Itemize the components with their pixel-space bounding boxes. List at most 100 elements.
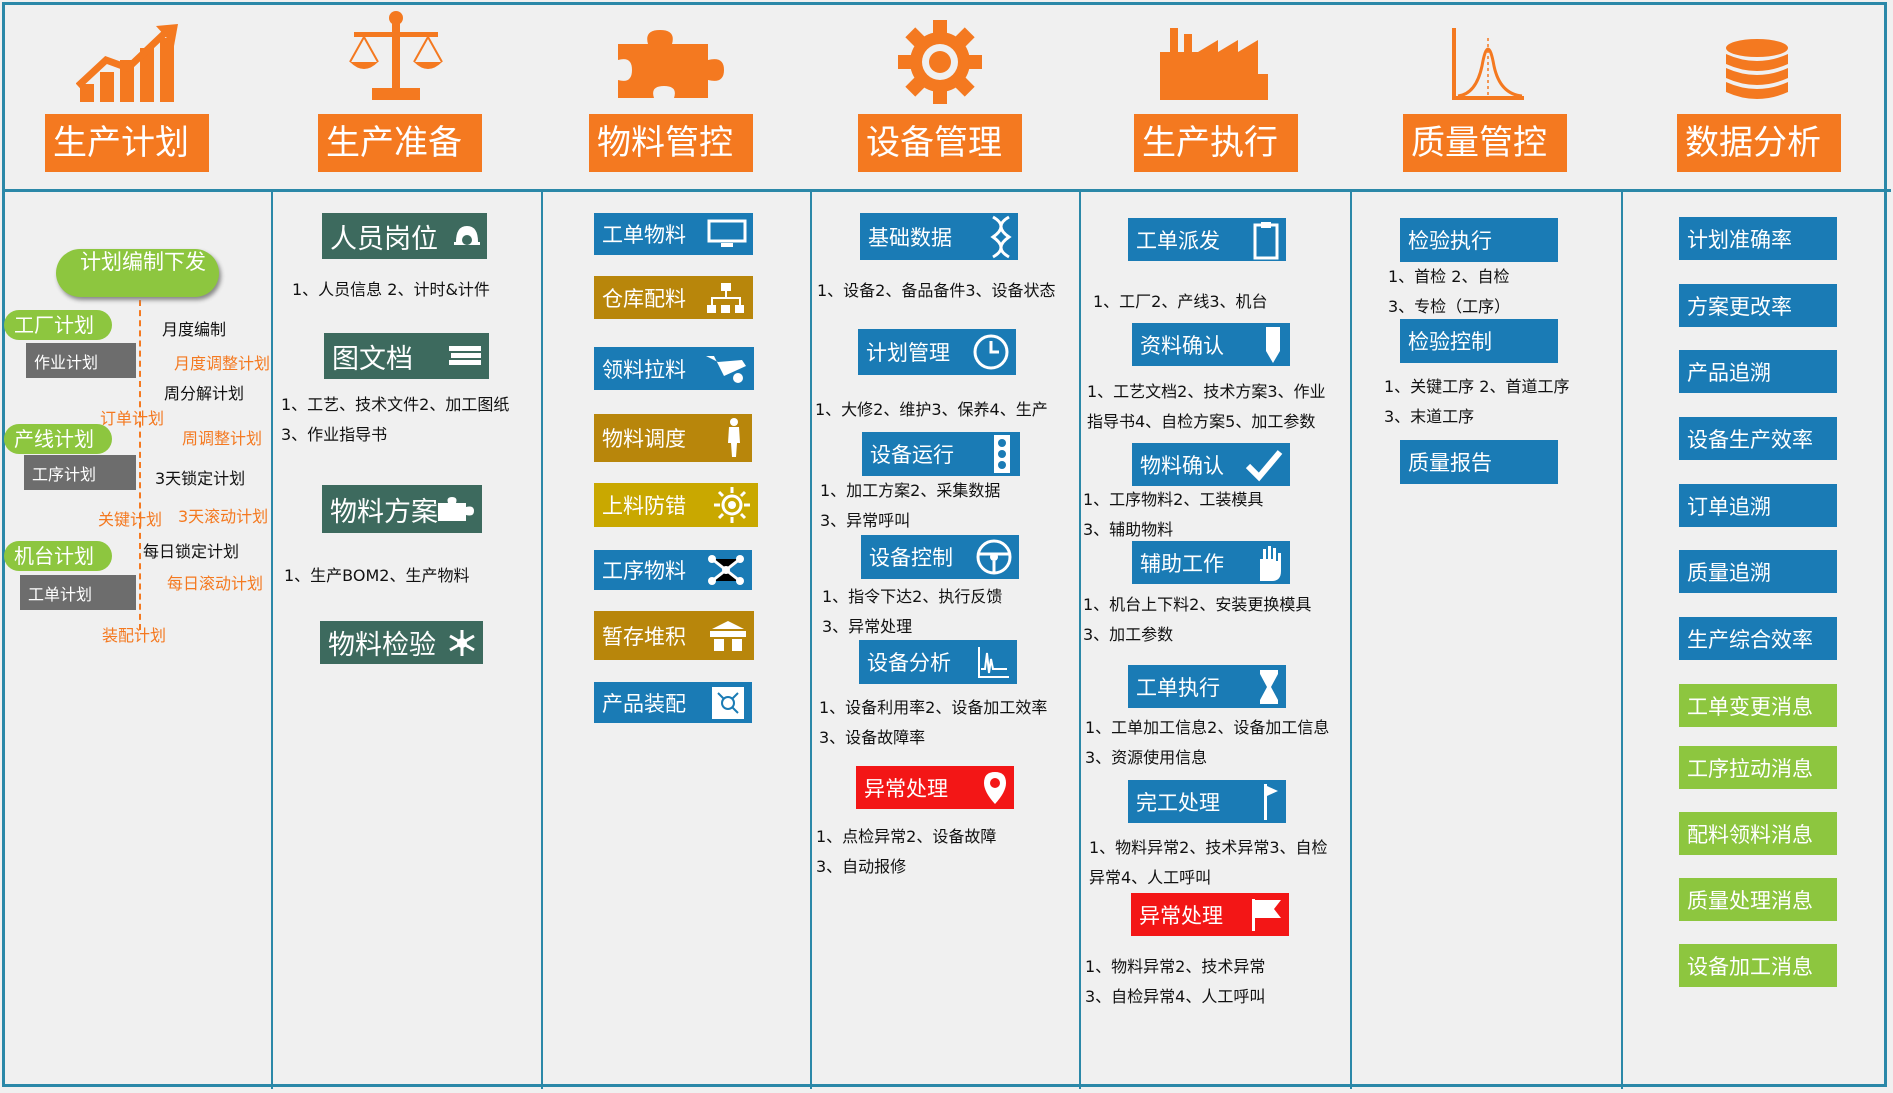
equipment-desc: 1、指令下达2、执行反馈 — [822, 587, 1003, 606]
analysis-label: 工单变更消息 — [1687, 694, 1813, 719]
analysis-label: 生产综合效率 — [1687, 627, 1813, 652]
execution-box: 资料确认 — [1132, 323, 1290, 366]
execution-label: 资料确认 — [1140, 333, 1224, 358]
analysis-item: 工序拉动消息 — [1679, 746, 1837, 789]
plan-main-button: 计划编制下发 — [56, 249, 219, 297]
equipment-desc: 3、异常呼叫 — [820, 511, 911, 530]
plan-label: 周分解计划 — [164, 384, 245, 403]
material-item: 暂存堆积 — [594, 611, 754, 660]
quality-desc: 1、首检 2、自检 — [1388, 267, 1510, 286]
execution-desc: 1、工艺文档2、技术方案3、作业 — [1087, 382, 1326, 401]
plan-connector — [139, 300, 141, 630]
execution-label: 辅助工作 — [1140, 551, 1224, 576]
location-pin-icon — [984, 771, 1006, 804]
analysis-item: 质量追溯 — [1679, 550, 1837, 593]
analysis-item: 设备加工消息 — [1679, 944, 1837, 987]
execution-box: 工单执行 — [1128, 665, 1286, 708]
puzzle-icon — [438, 497, 474, 521]
quality-desc: 3、末道工序 — [1384, 407, 1475, 426]
bell-curve-icon — [1452, 28, 1524, 100]
factory-plan-pill: 工厂计划 — [4, 310, 112, 340]
analysis-label: 质量处理消息 — [1687, 888, 1813, 913]
plan-label: 周调整计划 — [182, 429, 263, 448]
traffic-light-icon — [994, 435, 1010, 473]
prep-desc: 1、人员信息 2、计时&计件 — [292, 280, 490, 299]
prep-desc: 3、作业指导书 — [281, 425, 388, 444]
analysis-label: 配料领料消息 — [1687, 822, 1813, 847]
header-title: 设备管理 — [858, 114, 1022, 172]
header-title: 质量管控 — [1403, 114, 1567, 172]
analysis-item: 设备生产效率 — [1679, 417, 1837, 460]
material-item: 工序物料 — [594, 550, 752, 590]
header-title: 生产计划 — [45, 114, 209, 172]
equipment-desc: 1、设备2、备品备件3、设备状态 — [817, 281, 1056, 300]
network-icon — [708, 555, 744, 585]
hand-icon — [1260, 545, 1281, 581]
equipment-desc: 3、设备故障率 — [819, 728, 926, 747]
factory-icon — [1160, 28, 1268, 100]
plan-label: 月度编制 — [162, 320, 227, 339]
balance-scale-icon — [349, 11, 443, 100]
header-title: 数据分析 — [1677, 114, 1841, 172]
plan-label: 装配计划 — [102, 626, 167, 645]
material-item-label: 工序物料 — [602, 559, 686, 583]
material-item: 上料防错 — [594, 483, 758, 527]
material-item-label: 上料防错 — [602, 494, 686, 518]
analysis-label: 订单追溯 — [1687, 494, 1771, 519]
line-plan-pill: 产线计划 — [4, 424, 112, 454]
execution-desc: 1、机台上下料2、安装更换模具 — [1083, 595, 1312, 614]
equipment-desc: 1、点检异常2、设备故障 — [816, 827, 997, 846]
execution-desc: 异常4、人工呼叫 — [1089, 868, 1212, 887]
column-divider — [1079, 191, 1081, 1089]
equipment-label: 基础数据 — [868, 225, 952, 250]
warehouse-icon — [710, 620, 746, 651]
execution-desc: 1、工单加工信息2、设备加工信息 — [1085, 718, 1330, 737]
org-chart-icon — [707, 282, 744, 313]
quality-desc: 3、专检（工序） — [1388, 297, 1511, 316]
execution-label: 工单执行 — [1136, 675, 1220, 700]
pen-icon — [1266, 326, 1280, 363]
plan-label: 每日滚动计划 — [167, 574, 264, 593]
equipment-box: 计划管理 — [858, 329, 1016, 375]
material-plan-label: 物料方案 — [330, 496, 438, 528]
analysis-label: 质量追溯 — [1687, 560, 1771, 585]
execution-box: 工单派发 — [1128, 218, 1286, 261]
flag-pole-icon — [1264, 783, 1278, 820]
material-item-label: 产品装配 — [602, 691, 686, 716]
execution-desc: 1、工序物料2、工装模具 — [1083, 490, 1264, 509]
equipment-box: 设备运行 — [862, 432, 1020, 476]
equipment-desc: 1、大修2、维护3、保养4、生产 — [815, 400, 1048, 419]
analysis-item: 配料领料消息 — [1679, 812, 1837, 855]
staff-label: 人员岗位 — [330, 223, 438, 255]
inspect-box: 物料检验 — [320, 621, 483, 664]
column-divider — [1621, 191, 1623, 1089]
workorder-plan-box: 工单计划 — [20, 575, 136, 610]
material-item: 仓库配料 — [594, 276, 753, 319]
machine-plan-pill: 机台计划 — [4, 541, 112, 571]
execution-label: 异常处理 — [1139, 903, 1223, 928]
process-plan-box: 工序计划 — [24, 455, 136, 490]
equipment-desc: 1、加工方案2、采集数据 — [820, 481, 1001, 500]
worker-icon — [728, 418, 740, 457]
execution-box: 完工处理 — [1128, 780, 1286, 823]
analysis-label: 计划准确率 — [1687, 227, 1792, 252]
analysis-label: 工序拉动消息 — [1687, 756, 1813, 781]
header-title: 生产准备 — [318, 114, 482, 172]
equipment-box: 设备控制 — [861, 535, 1019, 579]
execution-box: 辅助工作 — [1132, 541, 1290, 584]
header-title: 生产执行 — [1134, 114, 1298, 172]
sun-gear-icon — [714, 487, 750, 523]
analysis-label: 设备加工消息 — [1687, 954, 1813, 979]
material-item-label: 暂存堆积 — [602, 624, 686, 649]
staff-box: 人员岗位 — [322, 213, 487, 259]
execution-box: 物料确认 — [1132, 443, 1290, 486]
quality-label: 质量报告 — [1408, 451, 1492, 475]
inspect-label: 物料检验 — [328, 630, 436, 661]
analysis-item: 质量处理消息 — [1679, 878, 1837, 921]
analysis-item: 工单变更消息 — [1679, 684, 1837, 727]
docs-box: 图文档 — [324, 333, 489, 379]
material-item: 物料调度 — [594, 414, 752, 462]
execution-desc: 3、加工参数 — [1083, 625, 1174, 644]
